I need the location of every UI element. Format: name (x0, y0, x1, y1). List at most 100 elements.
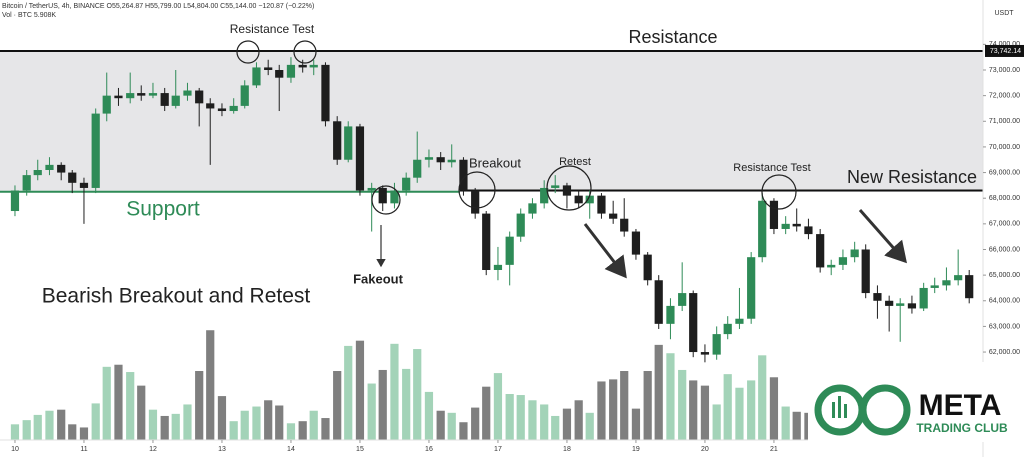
candle-body (689, 293, 698, 353)
volume-bar (540, 404, 549, 440)
logo-name: META (919, 389, 1002, 422)
candle-body (275, 70, 284, 78)
circles (236, 40, 797, 215)
volume-bar (91, 403, 100, 440)
volume-bar (471, 407, 480, 440)
candle-body (57, 164, 66, 173)
candle-body (758, 200, 767, 258)
x-tick-label: 13 (218, 446, 226, 453)
volume-bar (286, 423, 296, 440)
volume-bar (229, 421, 238, 440)
volume-bar (240, 410, 249, 440)
volume-bar (252, 406, 261, 440)
y-tick-label: 74,000.00 (989, 41, 1020, 48)
volume-bar (321, 418, 330, 440)
candle-body (482, 213, 491, 270)
x-tick-label: 19 (632, 446, 640, 453)
volume-bar (402, 368, 411, 440)
annotation: Resistance (628, 27, 717, 47)
volume-bar (171, 413, 180, 440)
volume-bar (747, 380, 756, 440)
arrow (858, 209, 907, 264)
volume-label: Vol · BTC 5.908K (2, 12, 56, 19)
candle-body (666, 305, 675, 324)
candle-body (286, 64, 296, 78)
candle-body (631, 231, 641, 255)
candle-body (79, 182, 89, 188)
annotation: Retest (559, 156, 591, 168)
x-tick-label: 15 (356, 446, 364, 453)
candle-body (723, 323, 732, 335)
annotation: Resistance Test (230, 22, 315, 36)
y-tick-label: 62,000.00 (989, 349, 1020, 356)
y-tick-label: 73,000.00 (989, 67, 1020, 74)
volume-bar (367, 383, 376, 440)
volume-bar (712, 404, 721, 440)
candle-body (68, 172, 77, 183)
x-tick-label: 12 (149, 446, 157, 453)
volume-bar (148, 409, 158, 440)
annotation: New Resistance (847, 167, 977, 187)
x-tick-label: 17 (494, 446, 502, 453)
volume-bar (22, 420, 31, 440)
y-tick-label: 66,000.00 (989, 246, 1020, 253)
candle-body (827, 264, 836, 268)
x-tick-label: 21 (770, 446, 778, 453)
y-tick-label: 64,000.00 (989, 298, 1020, 305)
volume-bar (620, 371, 629, 440)
price-label-box (985, 44, 1024, 57)
candle-body (505, 236, 514, 265)
annotation: Support (126, 198, 200, 221)
volume-bar (275, 405, 284, 440)
candle-body (678, 293, 687, 306)
y-tick-label: 65,000.00 (989, 272, 1020, 279)
volume-bar (114, 364, 123, 440)
volume-bar (735, 387, 744, 440)
candle-body (850, 249, 859, 258)
volume-bar (424, 391, 434, 440)
volume-bar (79, 427, 89, 440)
volume-bar (137, 385, 146, 440)
y-tick-label: 70,000.00 (989, 144, 1020, 151)
candle-body (493, 264, 503, 270)
volume-bar (264, 400, 273, 440)
candle-body (298, 64, 307, 68)
candle-body (712, 334, 721, 355)
volume-bar (562, 408, 572, 440)
candle-body (183, 90, 192, 96)
volume-bar (206, 330, 215, 440)
candle-body (885, 300, 894, 306)
candle-body (861, 249, 870, 294)
volume-bar (678, 369, 687, 440)
candle-body (33, 170, 42, 176)
volume-bar (68, 424, 77, 440)
candle-body (447, 159, 456, 163)
volume-bar (723, 374, 732, 440)
volume-bar (10, 424, 20, 440)
volume-bar (126, 372, 135, 440)
volume-bar (597, 381, 606, 440)
candle-body (459, 159, 468, 191)
candle-body (160, 93, 169, 106)
volume-bar (344, 345, 353, 440)
volume-bar (217, 396, 227, 440)
x-tick-label: 14 (287, 446, 295, 453)
volume-bar (781, 406, 790, 440)
candle-body (942, 280, 951, 286)
headline: Bearish Breakout and Retest (42, 285, 311, 308)
volume-bar (574, 400, 583, 440)
volume-bar (482, 386, 491, 440)
candle-body (643, 254, 652, 281)
candle-body (471, 190, 480, 214)
volume-bar (436, 410, 445, 440)
volume-bar (654, 344, 663, 440)
x-tick-label: 11 (80, 446, 87, 453)
volume-bar (298, 421, 307, 440)
candle-body (965, 275, 974, 299)
volume-bar (195, 371, 204, 440)
candle-body (609, 213, 618, 219)
candle-body (333, 121, 342, 160)
volume-bar (160, 415, 169, 440)
candle-body (91, 113, 100, 188)
